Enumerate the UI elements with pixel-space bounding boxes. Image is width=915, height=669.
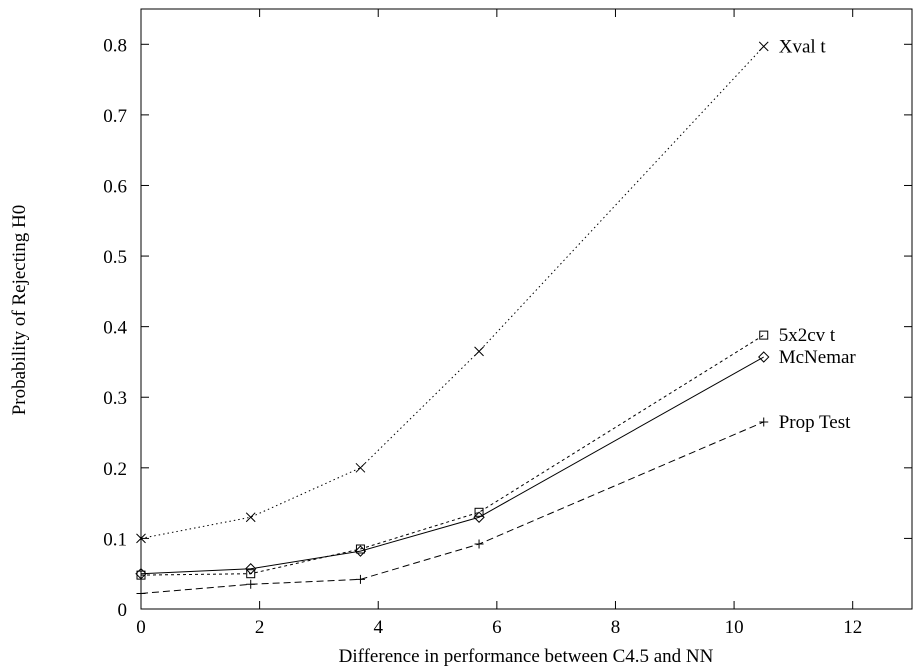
series-5x2cv-t: 5x2cv t	[136, 325, 836, 580]
y-tick-label: 0.6	[103, 176, 127, 197]
x-axis-title: Difference in performance between C4.5 a…	[339, 646, 714, 667]
x-tick-label: 12	[843, 617, 862, 638]
y-tick-label: 0.1	[103, 529, 127, 550]
series-label: Xval t	[779, 36, 827, 57]
data-point	[474, 346, 484, 357]
series-label: Prop Test	[779, 412, 851, 433]
data-point	[135, 567, 147, 580]
y-axis-title: Probability of Rejecting H0	[9, 205, 30, 416]
data-point	[246, 569, 256, 579]
series-label: McNemar	[779, 347, 857, 368]
series-line	[140, 334, 764, 576]
data-point	[758, 41, 769, 52]
series-mcnemar: McNemar	[135, 347, 857, 580]
data-point	[473, 511, 485, 523]
data-point	[474, 539, 484, 549]
series-line	[140, 356, 764, 575]
data-point	[136, 533, 146, 544]
x-tick-label: 4	[373, 617, 383, 638]
x-tick-label: 0	[136, 617, 146, 638]
x-tick-label: 2	[255, 617, 265, 638]
data-point	[474, 507, 484, 517]
x-tick-label: 10	[725, 617, 744, 638]
plot-frame	[140, 8, 913, 610]
data-point	[355, 574, 365, 584]
data-point	[246, 579, 256, 589]
y-tick-label: 0.3	[103, 388, 127, 409]
y-tick-label: 0.2	[103, 459, 127, 480]
data-point	[758, 351, 770, 363]
y-tick-label: 0.4	[103, 318, 127, 339]
axis-ticks: 0 2 4 6 8 10 12 0 0.1 0.2 0.3 0.4 0.5 0.6 0.7 0.8	[103, 9, 912, 638]
x-tick-label: 8	[611, 617, 621, 638]
y-tick-label: 0.7	[103, 106, 127, 127]
data-point	[245, 563, 257, 575]
data-point	[355, 462, 366, 473]
series-xval-t: Xval t	[136, 36, 827, 544]
x-tick-label: 6	[492, 617, 502, 638]
series-prop-test: Prop Test	[136, 412, 851, 598]
series-label: 5x2cv t	[779, 325, 836, 346]
y-tick-label: 0.5	[103, 247, 127, 268]
data-point	[136, 588, 146, 598]
data-point	[245, 512, 256, 523]
y-tick-label: 0.8	[103, 35, 127, 56]
data-point	[355, 544, 365, 554]
data-point	[354, 545, 367, 557]
data-point	[759, 330, 769, 340]
series-line	[140, 46, 765, 539]
y-tick-label: 0	[118, 600, 128, 621]
series-line	[140, 421, 764, 594]
data-point	[759, 417, 769, 427]
